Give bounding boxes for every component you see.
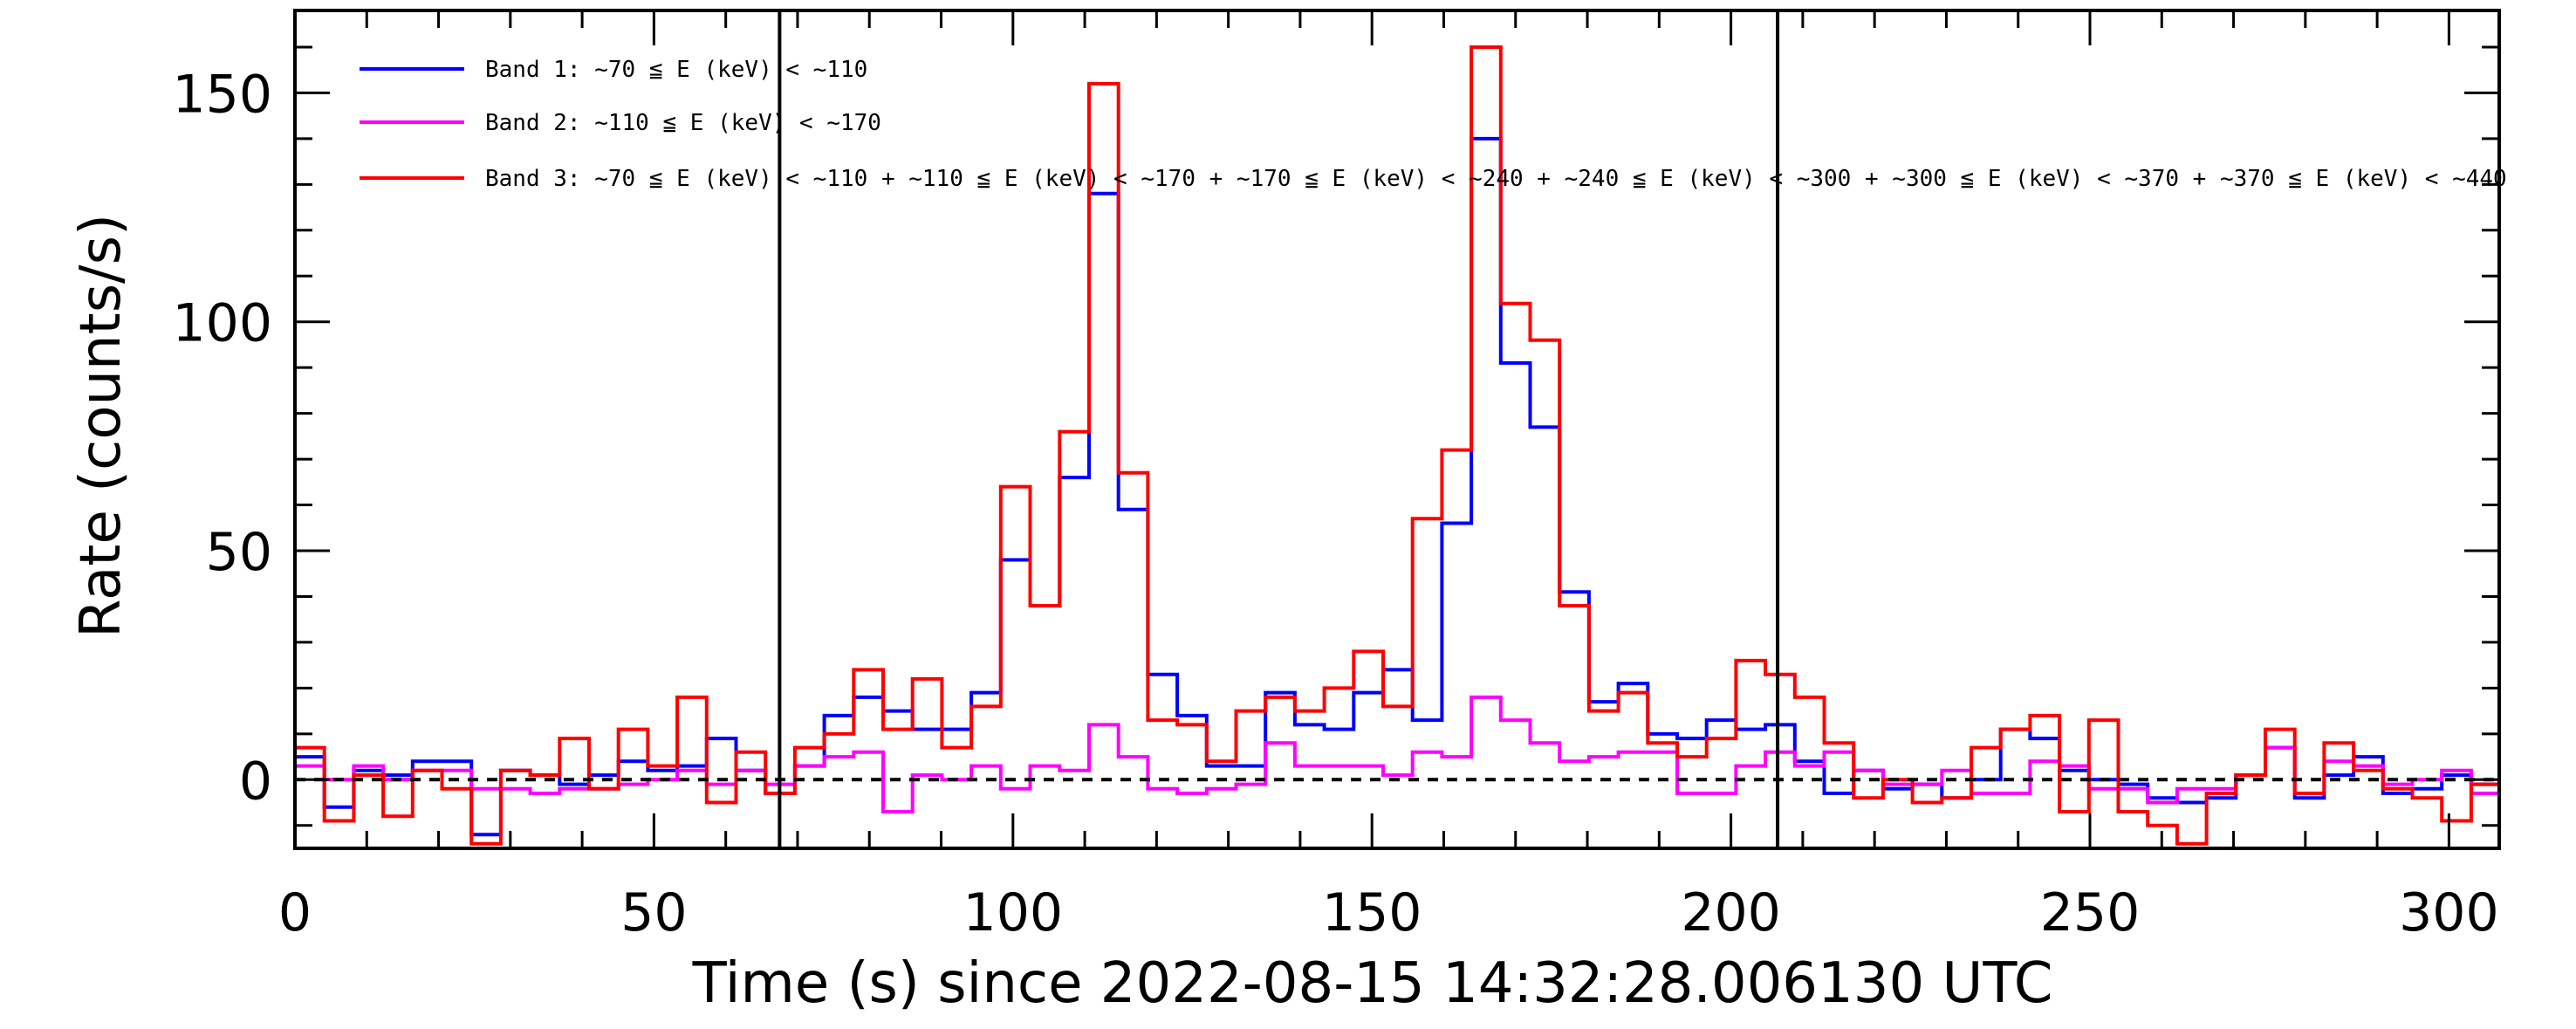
y-tick-label: 150 <box>172 64 272 125</box>
legend-label-band-1: Band 1: ~70 ≦ E (keV) < ~110 <box>485 57 867 83</box>
legend-label-band-3: Band 3: ~70 ≦ E (keV) < ~110 + ~110 ≦ E … <box>485 166 2507 192</box>
axes-layer <box>293 9 2501 850</box>
overlay-layer <box>295 10 2499 848</box>
x-tick-label: 250 <box>2040 882 2141 943</box>
x-tick-label: 150 <box>1322 882 1422 943</box>
y-tick-label: 100 <box>172 293 272 354</box>
y-tick-label: 0 <box>239 751 272 812</box>
x-axis-title: Time (s) since 2022-08-15 14:32:28.00613… <box>692 951 2053 1016</box>
y-axis-title: Rate (counts/s) <box>69 214 134 638</box>
x-tick-label: 200 <box>1681 882 1781 943</box>
legend-label-band-2: Band 2: ~110 ≦ E (keV) < ~170 <box>485 110 881 136</box>
x-tick-label: 300 <box>2399 882 2499 943</box>
x-tick-label: 50 <box>620 882 687 943</box>
x-tick-label: 0 <box>278 882 312 943</box>
legend: Band 1: ~70 ≦ E (keV) < ~110 Band 2: ~11… <box>360 57 2507 192</box>
y-tick-label: 50 <box>206 522 272 583</box>
tick-labels: 0 50 100 150 200 250 300 0 50 100 150 <box>172 64 2498 943</box>
x-tick-label: 100 <box>963 882 1064 943</box>
series-band-3-line <box>295 45 2499 846</box>
plot-frame <box>293 9 2501 850</box>
